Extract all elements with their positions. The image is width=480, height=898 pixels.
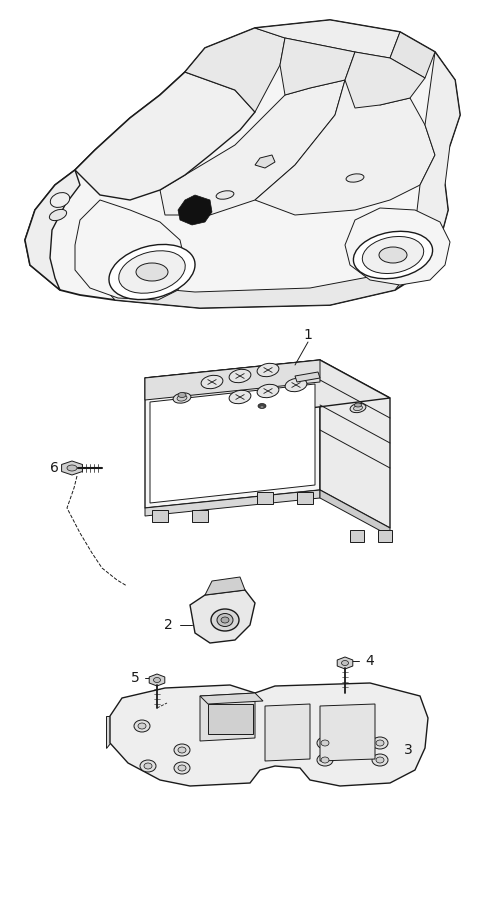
Ellipse shape bbox=[138, 723, 146, 729]
Polygon shape bbox=[145, 360, 320, 508]
Ellipse shape bbox=[136, 263, 168, 281]
Ellipse shape bbox=[109, 244, 195, 300]
Ellipse shape bbox=[67, 465, 77, 471]
Ellipse shape bbox=[174, 762, 190, 774]
Ellipse shape bbox=[362, 236, 424, 274]
Ellipse shape bbox=[221, 617, 229, 623]
Ellipse shape bbox=[178, 765, 186, 771]
Bar bbox=[208, 704, 253, 734]
Ellipse shape bbox=[372, 754, 388, 766]
Ellipse shape bbox=[50, 192, 70, 207]
Ellipse shape bbox=[317, 737, 333, 749]
Polygon shape bbox=[350, 530, 364, 542]
Ellipse shape bbox=[201, 375, 223, 389]
Ellipse shape bbox=[376, 757, 384, 763]
Polygon shape bbox=[145, 490, 320, 516]
Polygon shape bbox=[320, 490, 390, 536]
Polygon shape bbox=[75, 200, 185, 300]
Ellipse shape bbox=[154, 677, 160, 682]
Polygon shape bbox=[185, 28, 285, 112]
Polygon shape bbox=[200, 693, 255, 741]
Polygon shape bbox=[145, 360, 390, 420]
Polygon shape bbox=[280, 38, 355, 95]
Polygon shape bbox=[200, 693, 263, 704]
Ellipse shape bbox=[178, 392, 186, 398]
Polygon shape bbox=[75, 72, 255, 200]
Polygon shape bbox=[95, 270, 410, 308]
Polygon shape bbox=[320, 360, 390, 528]
Polygon shape bbox=[378, 530, 392, 542]
Polygon shape bbox=[410, 52, 460, 270]
Ellipse shape bbox=[119, 251, 185, 294]
Text: 1: 1 bbox=[303, 328, 312, 342]
Polygon shape bbox=[205, 577, 245, 595]
Polygon shape bbox=[320, 704, 375, 761]
Ellipse shape bbox=[321, 757, 329, 763]
Ellipse shape bbox=[258, 403, 266, 409]
Ellipse shape bbox=[341, 661, 348, 665]
Polygon shape bbox=[110, 683, 428, 786]
Ellipse shape bbox=[355, 403, 361, 407]
Polygon shape bbox=[178, 195, 212, 225]
Ellipse shape bbox=[229, 391, 251, 404]
Ellipse shape bbox=[229, 369, 251, 383]
Polygon shape bbox=[61, 461, 83, 475]
Polygon shape bbox=[255, 155, 275, 168]
Text: 4: 4 bbox=[366, 654, 374, 668]
Ellipse shape bbox=[177, 395, 187, 401]
Ellipse shape bbox=[317, 754, 333, 766]
Ellipse shape bbox=[49, 209, 67, 221]
Polygon shape bbox=[345, 208, 450, 285]
Ellipse shape bbox=[257, 364, 279, 376]
Polygon shape bbox=[255, 20, 400, 58]
Text: 2: 2 bbox=[164, 618, 172, 632]
Polygon shape bbox=[295, 372, 320, 382]
Polygon shape bbox=[149, 674, 165, 686]
Polygon shape bbox=[345, 52, 425, 108]
Ellipse shape bbox=[354, 405, 362, 410]
Ellipse shape bbox=[174, 744, 190, 756]
Ellipse shape bbox=[211, 609, 239, 631]
Text: 5: 5 bbox=[131, 671, 139, 685]
Polygon shape bbox=[190, 590, 255, 643]
Ellipse shape bbox=[346, 174, 364, 182]
Polygon shape bbox=[390, 32, 435, 78]
Polygon shape bbox=[25, 170, 80, 290]
Polygon shape bbox=[160, 80, 345, 215]
Ellipse shape bbox=[216, 190, 234, 199]
Ellipse shape bbox=[257, 384, 279, 398]
Ellipse shape bbox=[261, 406, 264, 408]
Polygon shape bbox=[255, 80, 435, 215]
Bar bbox=[152, 510, 168, 522]
Ellipse shape bbox=[144, 763, 152, 769]
Ellipse shape bbox=[353, 232, 432, 278]
Ellipse shape bbox=[134, 720, 150, 732]
Ellipse shape bbox=[372, 737, 388, 749]
Ellipse shape bbox=[321, 740, 329, 746]
Polygon shape bbox=[265, 704, 310, 761]
Bar bbox=[192, 510, 208, 522]
Bar bbox=[257, 492, 273, 504]
Polygon shape bbox=[337, 657, 353, 669]
Ellipse shape bbox=[217, 613, 233, 627]
Text: 3: 3 bbox=[404, 743, 412, 757]
Polygon shape bbox=[150, 384, 315, 503]
Text: 6: 6 bbox=[49, 461, 59, 475]
Polygon shape bbox=[25, 20, 460, 308]
Polygon shape bbox=[145, 360, 320, 400]
Ellipse shape bbox=[379, 247, 407, 263]
Ellipse shape bbox=[350, 403, 366, 413]
Ellipse shape bbox=[140, 760, 156, 772]
Polygon shape bbox=[106, 716, 110, 748]
Ellipse shape bbox=[376, 740, 384, 746]
Ellipse shape bbox=[173, 392, 191, 403]
Bar bbox=[297, 492, 313, 504]
Ellipse shape bbox=[285, 378, 307, 392]
Ellipse shape bbox=[178, 747, 186, 753]
